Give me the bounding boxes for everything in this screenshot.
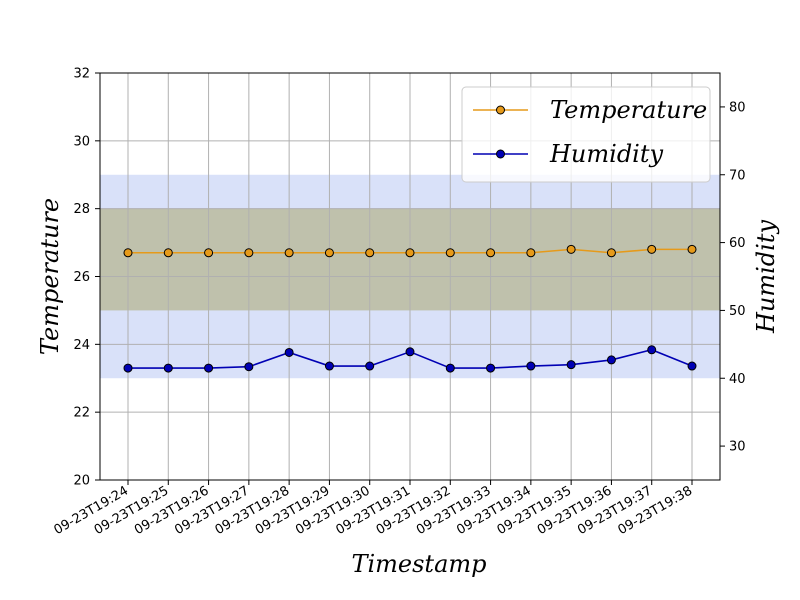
x-axis-title: Timestamp xyxy=(351,550,486,578)
data-point-temperature xyxy=(647,244,657,254)
y-right-axis-title: Humidity xyxy=(752,220,780,335)
legend-label-temperature: Temperature xyxy=(550,96,707,124)
data-point-humidity xyxy=(284,347,294,357)
data-point-temperature xyxy=(163,248,173,258)
y-right-tick-label: 50 xyxy=(729,304,746,319)
y-right-tick-label: 70 xyxy=(729,168,746,183)
legend-marker-humidity xyxy=(496,149,505,159)
data-point-temperature xyxy=(405,248,415,258)
data-point-temperature xyxy=(445,248,455,258)
y-left-tick-label: 28 xyxy=(73,202,90,217)
legend-label-humidity: Humidity xyxy=(549,140,664,168)
data-point-humidity xyxy=(324,361,334,371)
data-point-temperature xyxy=(204,248,214,258)
data-point-temperature xyxy=(284,248,294,258)
data-point-humidity xyxy=(123,363,133,373)
data-point-humidity xyxy=(204,363,214,373)
data-point-humidity xyxy=(687,361,697,371)
y-left-tick-label: 22 xyxy=(73,406,90,421)
y-left-tick-label: 30 xyxy=(73,134,90,149)
data-point-humidity xyxy=(647,345,657,355)
data-point-humidity xyxy=(606,355,616,365)
data-point-temperature xyxy=(606,248,616,258)
data-point-temperature xyxy=(324,248,334,258)
data-point-humidity xyxy=(526,361,536,371)
data-point-temperature xyxy=(687,244,697,254)
y-left-tick-label: 32 xyxy=(73,67,90,82)
data-point-temperature xyxy=(526,248,536,258)
data-point-humidity xyxy=(244,362,254,372)
data-point-humidity xyxy=(163,363,173,373)
data-point-temperature xyxy=(123,248,133,258)
data-point-temperature xyxy=(566,244,576,254)
legend-marker-temperature xyxy=(496,105,505,115)
data-point-temperature xyxy=(486,248,496,258)
y-right-tick-label: 40 xyxy=(729,372,746,387)
data-point-humidity xyxy=(365,361,375,371)
data-point-humidity xyxy=(445,363,455,373)
data-point-temperature xyxy=(244,248,254,258)
data-point-humidity xyxy=(566,360,576,370)
y-left-axis-title: Temperature xyxy=(36,198,64,355)
data-point-temperature xyxy=(365,248,375,258)
y-left-tick-label: 20 xyxy=(73,474,90,489)
y-right-tick-label: 60 xyxy=(729,236,746,251)
y-left-tick-label: 26 xyxy=(73,270,90,285)
y-right-tick-label: 30 xyxy=(729,440,746,455)
y-left-tick-label: 24 xyxy=(73,338,90,353)
data-point-humidity xyxy=(405,347,415,357)
y-right-tick-label: 80 xyxy=(729,100,746,115)
data-point-humidity xyxy=(486,363,496,373)
